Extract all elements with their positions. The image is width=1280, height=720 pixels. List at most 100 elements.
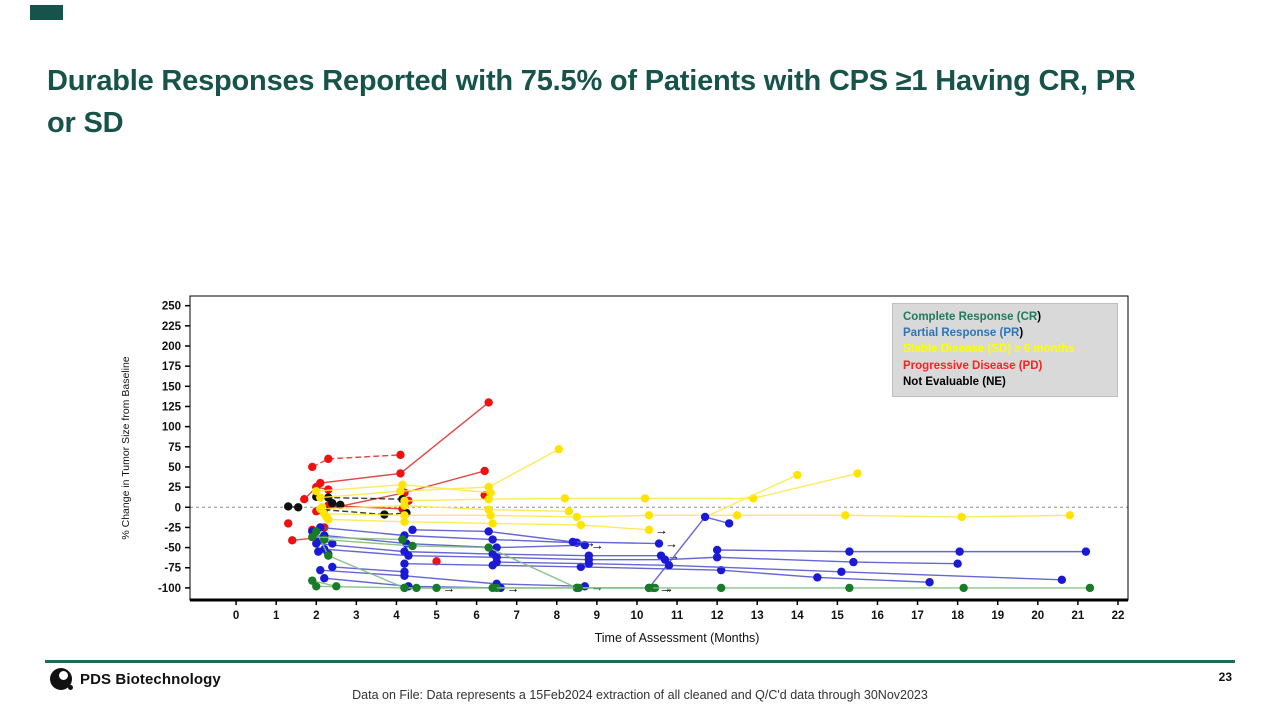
ongoing-arrow-icon: → [591, 579, 604, 594]
data-point-pr [584, 559, 594, 568]
spider-plot-svg: →→→→→→→→→→2502252001751501251007550250-2… [120, 295, 1129, 645]
patient-series-pr-33 [332, 566, 405, 573]
data-point-cr [488, 583, 497, 593]
data-point-cr [412, 583, 421, 593]
ongoing-arrow-icon: → [665, 536, 678, 551]
x-tick-label: 10 [631, 610, 644, 622]
data-point-sd [488, 519, 497, 528]
data-point-sd [793, 470, 802, 480]
data-point-pr [925, 578, 934, 587]
data-point-pr [328, 539, 337, 548]
slide-title: Durable Responses Reported with 75.5% of… [47, 65, 1136, 140]
data-point-pd [300, 495, 309, 504]
data-point-pd [432, 557, 441, 566]
x-tick-label: 17 [911, 610, 924, 622]
data-point-pr [400, 567, 409, 576]
top-accent-bar [30, 5, 63, 20]
data-point-cr [308, 532, 317, 542]
data-point-cr [408, 541, 417, 551]
x-tick-label: 22 [1112, 610, 1125, 622]
data-point-pd [484, 398, 493, 407]
patient-series-pr-26 [717, 549, 1086, 553]
legend-item-PD: Progressive Disease (PD) [903, 359, 1043, 372]
data-point-cr [574, 583, 584, 593]
y-tick-label: 250 [162, 301, 181, 313]
data-point-pd [324, 454, 333, 464]
data-point-pr [320, 574, 329, 583]
company-logo: PDS Biotechnology [50, 668, 221, 690]
data-point-pd [308, 462, 317, 472]
y-tick-label: 225 [162, 321, 182, 333]
data-point-pr [316, 565, 325, 575]
x-tick-label: 7 [513, 610, 519, 622]
x-tick-label: 11 [671, 610, 684, 622]
patient-series-pr-22 [320, 526, 577, 544]
patient-series-ne-12 [324, 508, 407, 516]
data-point-sd [554, 445, 563, 454]
x-tick-label: 5 [433, 610, 440, 622]
footer-divider [45, 660, 1235, 663]
data-point-pr [837, 567, 846, 576]
legend-item-SD: Stable Disease (SD) ≥ 6 months [903, 343, 1075, 356]
x-tick-label: 3 [353, 610, 359, 622]
data-point-pr [314, 547, 323, 556]
data-point-sd [400, 511, 409, 520]
data-point-pr [724, 519, 734, 528]
data-point-pd [284, 519, 293, 528]
y-tick-label: 125 [162, 401, 182, 413]
patient-series-cr-40 [312, 536, 403, 541]
patient-series-pr-28 [404, 563, 930, 583]
data-point-sd [572, 512, 582, 522]
y-tick-label: 175 [162, 361, 182, 373]
patient-series-sd-19 [320, 504, 569, 512]
data-point-cr [398, 535, 407, 544]
data-point-sd [644, 525, 654, 535]
x-tick-label: 9 [594, 610, 600, 622]
pds-logo-icon [50, 668, 73, 690]
data-point-pr [845, 547, 854, 556]
patient-series-pr-30 [320, 569, 585, 587]
data-point-pr [576, 562, 586, 572]
data-point-sd [400, 517, 409, 526]
patient-series-pd-1 [320, 401, 490, 484]
y-tick-label: 25 [168, 482, 181, 494]
ongoing-arrow-icon: → [591, 538, 604, 553]
ongoing-arrow-icon: → [655, 522, 668, 537]
data-point-sd [564, 507, 574, 516]
data-point-ne [284, 502, 293, 511]
legend-item-PR: Partial Response (PR) [903, 327, 1024, 340]
data-point-pr [484, 527, 493, 536]
data-point-pr [328, 562, 337, 572]
data-point-pr [408, 525, 417, 535]
data-point-cr [320, 535, 329, 544]
data-point-pd [324, 485, 333, 494]
data-point-pr [716, 565, 726, 575]
data-point-pr [700, 512, 710, 522]
data-point-cr [1085, 583, 1095, 593]
data-point-pr [712, 545, 722, 555]
x-tick-label: 14 [791, 610, 804, 622]
data-point-ne [294, 503, 303, 512]
patient-series-sd-14 [320, 448, 560, 499]
y-tick-label: -100 [158, 583, 181, 595]
data-point-pr [580, 540, 590, 550]
data-point-pr [953, 559, 962, 568]
page-number: 23 [1218, 670, 1232, 684]
x-tick-label: 19 [991, 610, 1004, 622]
data-point-sd [1065, 511, 1075, 520]
y-tick-label: 75 [168, 442, 181, 454]
data-point-cr [324, 551, 333, 560]
data-point-sd [316, 493, 325, 502]
y-tick-label: 50 [168, 462, 181, 474]
data-point-pr [404, 551, 413, 560]
data-point-pd [288, 536, 297, 545]
x-tick-label: 16 [871, 610, 884, 622]
x-tick-label: 6 [473, 610, 479, 622]
data-point-sd [312, 486, 321, 496]
data-point-sd [853, 469, 862, 478]
data-point-cr [644, 583, 654, 593]
patient-series-pr-23 [324, 534, 585, 549]
data-point-cr [845, 583, 854, 593]
brand-name: PDS Biotechnology [80, 670, 221, 688]
